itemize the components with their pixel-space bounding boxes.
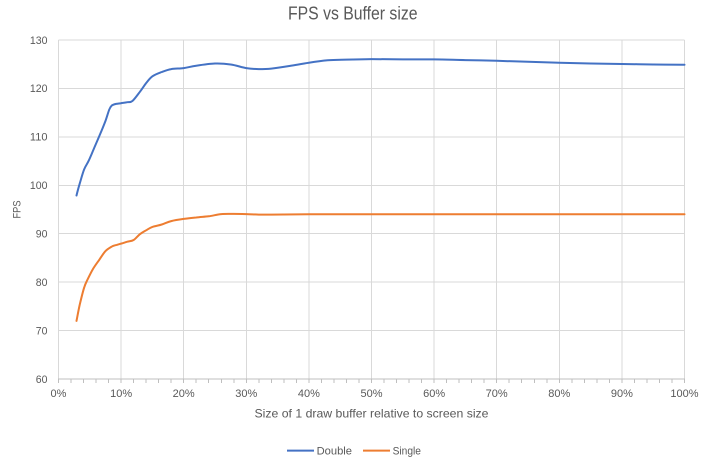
svg-text:60: 60: [36, 374, 48, 386]
svg-text:40%: 40%: [298, 388, 320, 400]
svg-text:120: 120: [30, 83, 48, 95]
svg-text:0%: 0%: [51, 388, 67, 400]
svg-text:100: 100: [30, 180, 48, 192]
svg-text:70%: 70%: [486, 388, 508, 400]
svg-text:50%: 50%: [360, 388, 382, 400]
svg-text:100%: 100%: [670, 388, 698, 400]
svg-text:70: 70: [36, 325, 48, 337]
svg-text:130: 130: [30, 35, 48, 47]
svg-text:Double: Double: [317, 446, 352, 458]
svg-text:60%: 60%: [423, 388, 445, 400]
svg-text:90%: 90%: [611, 388, 633, 400]
svg-text:FPS: FPS: [12, 201, 24, 219]
svg-text:10%: 10%: [110, 388, 132, 400]
svg-text:Single: Single: [393, 446, 421, 458]
svg-text:FPS vs Buffer size: FPS vs Buffer size: [288, 4, 418, 24]
svg-text:90: 90: [36, 229, 48, 241]
svg-text:80: 80: [36, 277, 48, 289]
svg-text:110: 110: [30, 132, 48, 144]
svg-text:30%: 30%: [235, 388, 257, 400]
svg-text:Size of 1 draw buffer relative: Size of 1 draw buffer relative to screen…: [255, 407, 489, 421]
svg-text:20%: 20%: [173, 388, 195, 400]
svg-text:80%: 80%: [548, 388, 570, 400]
